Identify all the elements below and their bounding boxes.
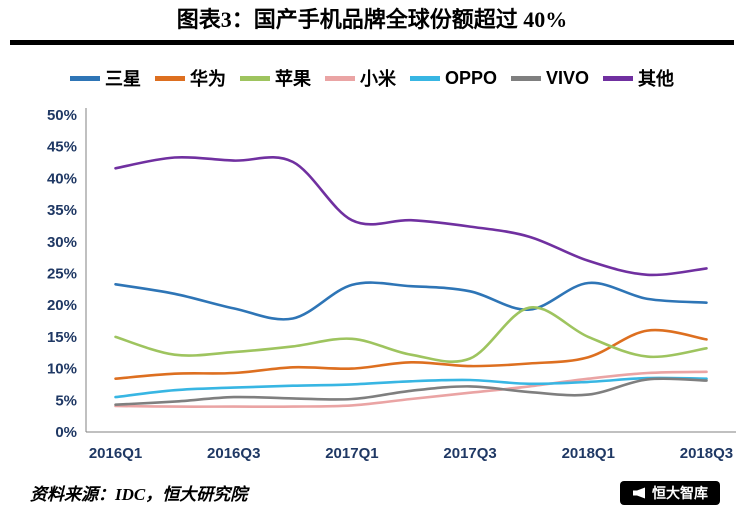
legend-swatch-apple [239,75,270,81]
series-line-apple [114,306,708,363]
legend-swatch-huawei [154,75,185,81]
y-tick-label: 0% [55,424,77,441]
legend-swatch-oppo [409,75,440,81]
title-divider [10,40,734,45]
y-tick-label: 15% [47,329,77,346]
x-tick-label: 2016Q3 [207,445,260,462]
y-tick-label: 25% [47,266,77,283]
legend-label-vivo: VIVO [546,67,590,88]
y-tick-label: 35% [47,202,77,219]
brand-badge: 恒大智库 [620,480,720,505]
legend-item-samsung: 三星 [69,65,141,91]
legend-item-vivo: VIVO [511,68,589,89]
x-tick-label: 2016Q1 [89,445,142,462]
series-line-vivo [114,377,708,406]
figure-footer: 资料来源：IDC，恒大研究院 恒大智库 [0,480,744,505]
x-tick-label: 2018Q3 [680,445,733,462]
y-tick-label: 20% [47,297,77,314]
series-line-samsung [114,281,708,321]
legend-swatch-samsung [69,75,100,81]
legend-swatch-other [603,75,634,81]
legend-label-huawei: 华为 [189,69,226,89]
y-tick-label: 45% [47,139,77,156]
legend-item-huawei: 华为 [154,65,226,91]
legend-label-xiaomi: 小米 [359,69,396,89]
megaphone-icon [633,487,645,498]
legend-label-other: 其他 [638,69,675,89]
x-tick-label: 2018Q1 [562,445,615,462]
y-tick-label: 50% [47,107,77,124]
legend-label-samsung: 三星 [104,69,141,89]
chart-legend: 三星 华为 苹果 小米 OPPO VIVO 其他 [0,66,744,90]
x-tick-label: 2017Q3 [443,445,496,462]
market-share-line-chart: 0% 5% 10% 15% 20% 25% 30% 35% 40% 45% 50% 2016Q1 201… [47,107,736,462]
legend-item-oppo: OPPO [409,67,497,89]
x-tick-label: 2017Q1 [325,445,378,462]
series-line-oppo [114,376,708,399]
series-line-other [114,155,708,277]
legend-item-apple: 苹果 [239,65,311,91]
chart-title: 图表3：国产手机品牌全球份额超过 40% [176,7,568,32]
y-tick-label: 10% [47,361,77,378]
series-line-xiaomi [114,370,708,409]
series-line-huawei [114,328,708,380]
legend-item-other: 其他 [603,65,674,91]
y-tick-label: 5% [55,392,77,409]
legend-swatch-vivo [511,75,541,81]
legend-swatch-xiaomi [324,75,355,81]
brand-badge-label: 恒大智库 [652,484,708,501]
legend-label-apple: 苹果 [274,69,311,89]
legend-item-xiaomi: 小米 [324,65,396,91]
legend-label-oppo: OPPO [444,67,497,88]
y-tick-label: 40% [47,170,77,187]
source-note: 资料来源：IDC，恒大研究院 [30,485,248,504]
y-tick-label: 30% [47,234,77,251]
